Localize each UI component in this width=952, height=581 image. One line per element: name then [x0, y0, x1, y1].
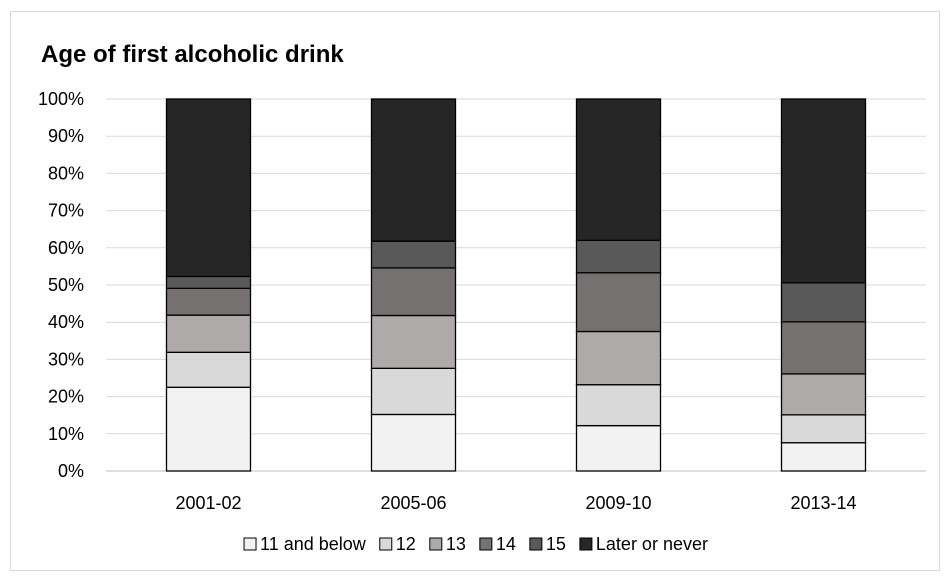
- bar-segment: [780, 282, 867, 323]
- y-tick-label: 40%: [48, 312, 84, 332]
- legend: 11 and below 12 13 14 15 Later or never: [243, 534, 708, 554]
- bars: [165, 98, 867, 472]
- y-tick-label: 90%: [48, 126, 84, 146]
- legend-swatch: [429, 537, 443, 551]
- legend-label: 14: [496, 534, 516, 554]
- legend-label: Later or never: [596, 534, 708, 554]
- bar-segment: [370, 240, 457, 269]
- bar-segment: [780, 414, 867, 444]
- bar-segment: [575, 330, 662, 386]
- bar-segment: [165, 287, 252, 316]
- bar-segment: [165, 275, 252, 289]
- y-axis-ticks: 0% 10% 20% 30% 40% 50% 60% 70% 80% 90% 100%: [38, 89, 84, 481]
- bar-segment: [165, 351, 252, 388]
- y-tick-label: 20%: [48, 387, 84, 407]
- x-tick-label: 2001-02: [175, 493, 241, 513]
- x-axis-ticks: 2001-02 2005-06 2009-10 2013-14: [175, 493, 856, 513]
- bar-segment: [780, 373, 867, 416]
- chart-area: Age of first alcoholic drink 0% 10% 20% 30%…: [10, 11, 940, 571]
- legend-label: 12: [396, 534, 416, 554]
- bar-segment: [370, 367, 457, 416]
- bar-segment: [780, 98, 867, 284]
- bar-segment: [575, 272, 662, 333]
- legend-item: 14: [479, 534, 516, 554]
- x-tick-label: 2009-10: [585, 493, 651, 513]
- bar-segment: [370, 413, 457, 472]
- bar-segment: [780, 321, 867, 375]
- bar-segment: [575, 98, 662, 242]
- bar-segment: [165, 314, 252, 353]
- legend-swatch: [579, 537, 593, 551]
- chart-title: Age of first alcoholic drink: [41, 41, 344, 68]
- legend-item: 13: [429, 534, 466, 554]
- x-tick-label: 2005-06: [380, 493, 446, 513]
- y-tick-label: 80%: [48, 163, 84, 183]
- legend-item: 11 and below: [243, 534, 367, 554]
- legend-label: 11 and below: [260, 534, 367, 554]
- bar-segment: [575, 239, 662, 274]
- bar-segment: [370, 314, 457, 369]
- bar-segment: [165, 386, 252, 472]
- y-tick-label: 50%: [48, 275, 84, 295]
- y-tick-label: 70%: [48, 201, 84, 221]
- legend-swatch: [243, 537, 257, 551]
- legend-item: 12: [379, 534, 416, 554]
- bar-segment: [575, 384, 662, 427]
- y-tick-label: 0%: [58, 461, 84, 481]
- legend-item: 15: [529, 534, 566, 554]
- legend-label: 15: [546, 534, 566, 554]
- y-tick-label: 60%: [48, 238, 84, 258]
- legend-swatch: [529, 537, 543, 551]
- bar-segment: [575, 424, 662, 472]
- legend-item: Later or never: [579, 534, 708, 554]
- x-tick-label: 2013-14: [790, 493, 856, 513]
- legend-label: 13: [446, 534, 466, 554]
- bar-segment: [165, 98, 252, 278]
- legend-swatch: [479, 537, 493, 551]
- y-tick-label: 30%: [48, 349, 84, 369]
- y-tick-label: 10%: [48, 424, 84, 444]
- bar-segment: [780, 442, 867, 472]
- stacked-bar-chart: Age of first alcoholic drink 0% 10% 20% 30%…: [38, 41, 926, 554]
- bar-segment: [370, 267, 457, 317]
- bar-segment: [370, 98, 457, 242]
- legend-swatch: [379, 537, 393, 551]
- y-tick-label: 100%: [38, 89, 84, 109]
